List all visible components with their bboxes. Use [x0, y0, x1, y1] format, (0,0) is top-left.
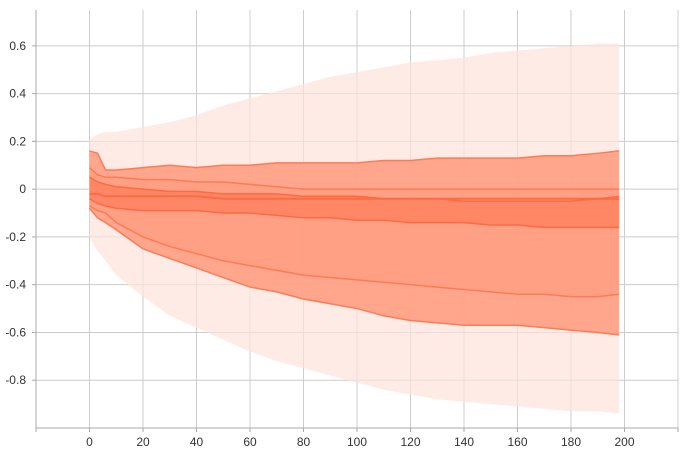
- x-tick-label: 100: [347, 435, 367, 449]
- x-tick-label: 0: [86, 435, 93, 449]
- x-tick-label: 160: [507, 435, 527, 449]
- y-tick-label: -0.8: [5, 373, 26, 387]
- band-upper-line-2: [89, 167, 620, 190]
- y-tick-label: -0.2: [5, 230, 26, 244]
- axes: [32, 10, 679, 432]
- band-lower-line-1: [88, 207, 620, 336]
- median-line: [89, 192, 620, 200]
- x-tick-label: 200: [614, 435, 634, 449]
- x-tick-label: 180: [561, 435, 581, 449]
- x-tick-label: 120: [400, 435, 420, 449]
- band-lower-line-2: [89, 205, 620, 298]
- band-lower-line-3: [89, 198, 620, 229]
- bands: [88, 43, 620, 414]
- y-tick-label: -0.4: [5, 278, 26, 292]
- tick-labels: 0 20 40 60 80 100 120 140 160 180 200 0.6 0.4 0.2 0 -0.…: [5, 39, 635, 449]
- x-tick-label: 140: [454, 435, 474, 449]
- band-area-3: [89, 177, 620, 228]
- x-tick-label: 80: [297, 435, 311, 449]
- y-tick-label: -0.6: [5, 325, 26, 339]
- y-tick-label: 0: [19, 182, 26, 196]
- x-tick-label: 60: [243, 435, 257, 449]
- y-tick-label: 0.2: [9, 134, 26, 148]
- x-tick-label: 40: [190, 435, 204, 449]
- y-tick-label: 0.6: [9, 39, 26, 53]
- x-tick-label: 20: [136, 435, 150, 449]
- band-upper-line-3: [89, 176, 620, 202]
- y-tick-label: 0.4: [9, 87, 26, 101]
- band-upper-line-1: [89, 150, 620, 171]
